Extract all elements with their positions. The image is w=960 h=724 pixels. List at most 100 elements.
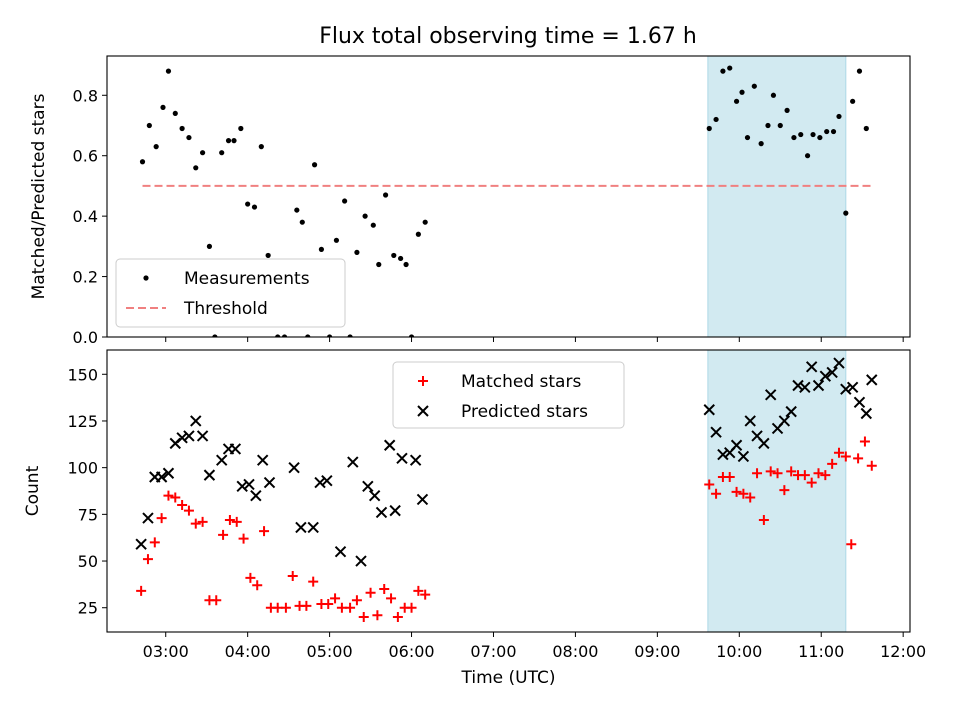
y-tick-label-1: 0.2 [73, 268, 98, 287]
measurements-point-22 [294, 207, 300, 213]
x-tick-label-6: 09:00 [634, 642, 680, 661]
measurements-point-12 [219, 150, 225, 156]
x-axis-label: Time (UTC) [461, 668, 556, 688]
measurements-point-47 [739, 89, 745, 95]
predicted-stars-point-46 [778, 415, 791, 427]
predicted-stars-point-20 [295, 521, 307, 534]
measurements-point-42 [706, 125, 712, 132]
matched-stars-point-32 [358, 612, 369, 623]
matched-stars-point-33 [365, 587, 376, 598]
measurements-point-9 [199, 150, 206, 156]
matched-stars-point-37 [392, 612, 403, 623]
measurements-point-51 [765, 122, 771, 129]
predicted-stars-point-57 [853, 396, 866, 408]
matched-stars-point-18 [259, 526, 270, 537]
matched-stars-point-28 [330, 593, 341, 604]
matched-stars-point-40 [413, 585, 424, 596]
predicted-stars-point-13 [229, 443, 242, 455]
predicted-stars-point-43 [758, 437, 770, 450]
predicted-stars-point-40 [737, 450, 750, 463]
matched-stars-point-4 [163, 490, 174, 501]
predicted-stars-point-34 [416, 493, 429, 506]
legend-label-predicted-stars: Predicted stars [461, 402, 588, 422]
predicted-stars-point-19 [288, 461, 300, 474]
measurements-point-50 [758, 141, 764, 147]
predicted-stars-point-44 [764, 389, 777, 401]
predicted-stars-point-6 [176, 432, 188, 444]
matched-stars-point-2 [149, 537, 160, 548]
predicted-stars-point-15 [243, 478, 255, 491]
matched-stars-point-0 [136, 585, 147, 596]
x-tick-label-2: 05:00 [307, 642, 353, 661]
predicted-stars-point-33 [409, 454, 422, 466]
ratio-panel: 0.0 0.2 0.4 0.6 0.8 Matched/Predicted stars Me… [29, 55, 911, 347]
highlight-span [707, 349, 847, 633]
measurements-point-35 [382, 192, 389, 198]
matched-stars-point-24 [301, 600, 312, 611]
measurements-point-44 [720, 68, 726, 74]
matched-stars-point-45 [724, 471, 735, 482]
measurements-point-59 [817, 134, 823, 141]
data-points [135, 357, 878, 623]
measurements-point-21 [281, 334, 288, 337]
measurements-point-20 [275, 334, 281, 337]
predicted-stars-point-7 [183, 430, 195, 442]
measurements-point-49 [751, 83, 757, 89]
matched-stars-point-50 [758, 514, 769, 525]
measurements-point-8 [193, 165, 199, 171]
matched-stars-point-64 [853, 453, 864, 464]
y-tick-label-2: 75 [78, 505, 98, 524]
axes-frame [106, 55, 911, 338]
measurements-point-41 [422, 219, 428, 225]
measurements-point-14 [231, 138, 237, 144]
predicted-stars-point-41 [744, 415, 756, 427]
matched-stars-point-53 [779, 485, 790, 496]
data-points [139, 65, 869, 337]
matched-stars-point-56 [799, 470, 810, 481]
measurements-point-4 [165, 68, 172, 74]
measurements-point-13 [225, 138, 232, 144]
matched-stars-point-47 [738, 488, 749, 499]
predicted-stars-point-36 [710, 426, 722, 438]
legend-label-threshold: Threshold [183, 299, 268, 319]
x-tick-label-4: 07:00 [470, 642, 516, 661]
measurements-point-53 [777, 122, 783, 129]
measurements-point-15 [238, 125, 244, 132]
predicted-stars-point-30 [383, 439, 396, 451]
chart-title: Flux total observing time = 1.67 h [319, 24, 697, 49]
matched-stars-point-6 [177, 500, 188, 511]
measurements-point-36 [391, 252, 397, 259]
legend-frame [115, 258, 346, 328]
matched-stars-point-3 [156, 513, 167, 524]
predicted-stars-point-9 [196, 430, 209, 442]
measurements-point-3 [160, 104, 166, 110]
predicted-stars-point-21 [307, 521, 319, 534]
x-tick-label-7: 10:00 [716, 642, 762, 661]
predicted-stars-point-28 [368, 489, 381, 502]
matched-stars-point-34 [372, 610, 383, 621]
measurements-point-26 [318, 246, 325, 252]
legend: Measurements Threshold [115, 258, 346, 328]
predicted-stars-point-24 [334, 545, 347, 558]
matched-stars-point-27 [323, 598, 334, 609]
matched-stars-point-1 [142, 554, 153, 565]
matched-stars-point-63 [846, 539, 857, 550]
matched-stars-point-43 [711, 488, 722, 499]
predicted-stars-point-16 [250, 489, 262, 502]
matched-stars-point-30 [345, 602, 356, 613]
predicted-stars-point-18 [263, 476, 276, 489]
predicted-stars-point-50 [805, 361, 818, 373]
measurements-point-46 [733, 98, 740, 104]
predicted-stars-point-35 [703, 404, 715, 416]
measurements-point-0 [139, 159, 146, 165]
measurements-point-39 [408, 334, 415, 337]
matched-stars-point-8 [190, 518, 201, 529]
measurements-point-54 [784, 107, 790, 113]
measurements-point-65 [856, 68, 863, 74]
measurements-point-61 [830, 128, 837, 135]
y-tick-label-4: 0.8 [73, 86, 98, 105]
matched-stars-point-52 [772, 468, 783, 479]
predicted-stars-point-58 [860, 407, 873, 420]
predicted-stars-point-49 [799, 381, 811, 394]
legend-frame [392, 361, 625, 429]
